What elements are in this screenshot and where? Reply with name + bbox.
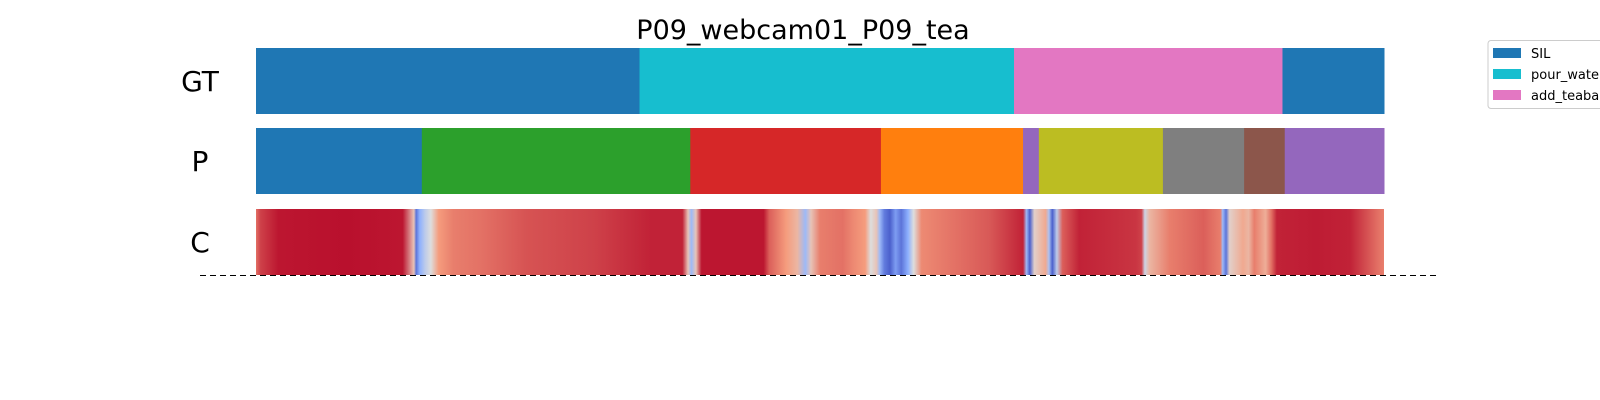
segment-bar [880, 128, 1024, 194]
segment-bar [256, 48, 641, 114]
segment-bar [1162, 128, 1245, 194]
chart-title: P09_webcam01_P09_tea [636, 15, 969, 46]
legend-entry: SIL [1493, 47, 1551, 62]
segment-bar [690, 128, 882, 194]
row-p: P [192, 128, 1385, 194]
segment-bar [1023, 128, 1040, 194]
row-gt: GT [181, 48, 1385, 114]
row-label: GT [181, 65, 220, 98]
segment-bar [1284, 128, 1385, 194]
legend-swatch [1493, 69, 1521, 79]
row-label: P [192, 145, 209, 178]
timeline-rows: GT P C [181, 48, 1385, 275]
row-c: C [190, 209, 1384, 275]
legend-label: SIL [1531, 47, 1551, 62]
legend: SIL pour_water add_teabag [1487, 40, 1600, 109]
segment-bar [1038, 128, 1164, 194]
segment-bar [421, 128, 691, 194]
segment-bar [1014, 48, 1283, 114]
legend-entry: pour_water [1493, 68, 1600, 83]
segment-bar [256, 128, 423, 194]
segment-bar [1282, 48, 1385, 114]
legend-swatch [1493, 48, 1521, 58]
row-label: C [190, 226, 210, 259]
confidence-strip [256, 209, 1384, 275]
segment-bar [639, 48, 1015, 114]
segment-bar [1244, 128, 1286, 194]
legend-label: add_teabag [1531, 89, 1600, 104]
legend-label: pour_water [1531, 68, 1600, 83]
legend-entry: add_teabag [1493, 89, 1600, 104]
legend-swatch [1493, 90, 1521, 100]
